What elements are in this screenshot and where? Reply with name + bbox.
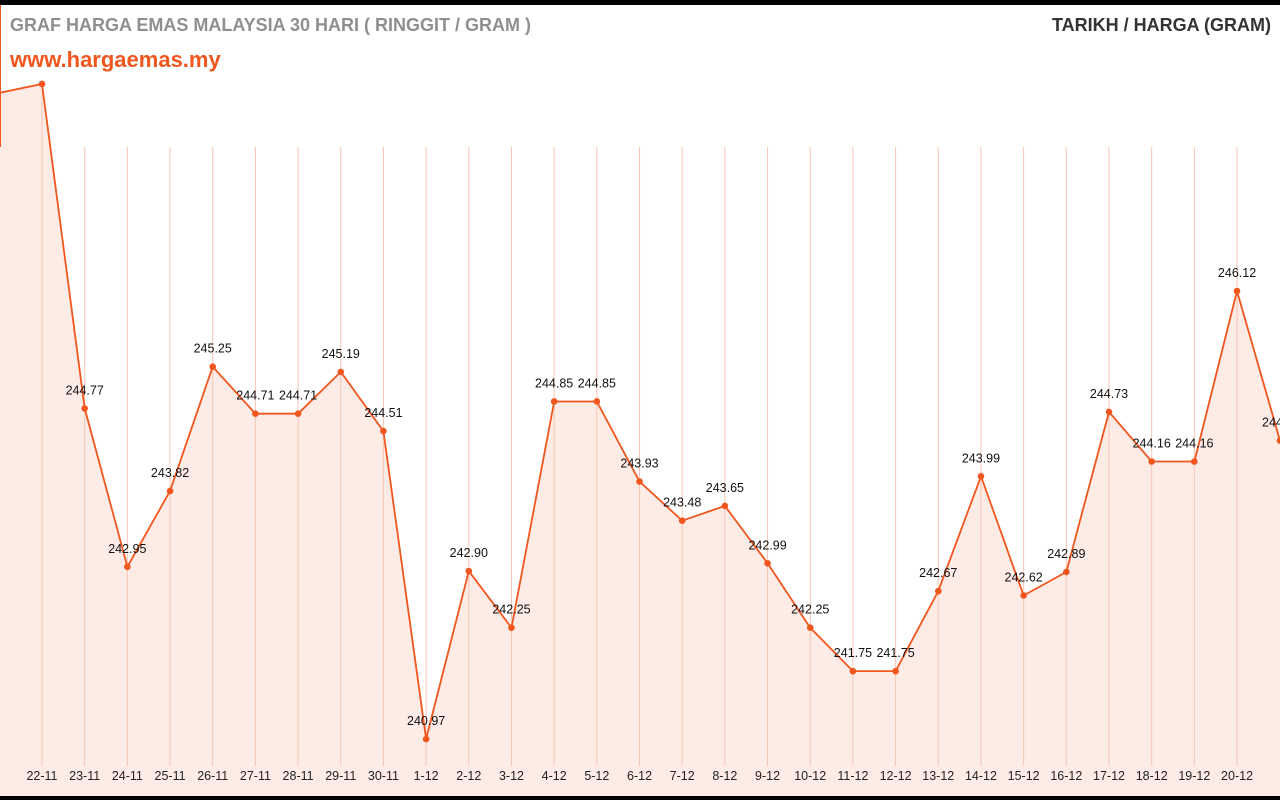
data-label: 244.71 xyxy=(236,389,274,403)
x-tick-label: 10-12 xyxy=(794,769,826,783)
data-label: 242.99 xyxy=(748,538,786,552)
data-label: 242.95 xyxy=(108,542,146,556)
data-point xyxy=(166,487,174,495)
data-point xyxy=(1191,458,1198,465)
data-point xyxy=(508,624,515,631)
website-link[interactable]: www.hargaemas.my xyxy=(10,47,221,72)
x-tick-label: 19-12 xyxy=(1178,769,1210,783)
data-label: 243.82 xyxy=(151,466,189,480)
x-tick-label: 28-11 xyxy=(283,769,314,783)
x-tick-label: 27-11 xyxy=(240,769,271,783)
data-point xyxy=(849,667,857,675)
data-label: 243.99 xyxy=(962,451,1000,465)
x-tick-label: 3-12 xyxy=(499,769,524,783)
data-point xyxy=(124,563,131,571)
chart-title: GRAF HARGA EMAS MALAYSIA 30 HARI ( RINGG… xyxy=(10,15,532,35)
data-label: 244.73 xyxy=(1090,387,1128,401)
price-chart: 244.77 242.95 243.82 245.25 244.71 244.71 245.… xyxy=(0,5,1280,796)
data-label: 244.77 xyxy=(66,383,104,397)
x-tick-label: 23-11 xyxy=(69,769,100,783)
data-label: 244.71 xyxy=(279,389,317,403)
data-point xyxy=(38,80,46,88)
data-point xyxy=(81,405,88,412)
x-tick-label: 29-11 xyxy=(325,769,356,783)
data-point xyxy=(1148,458,1155,465)
data-point xyxy=(1020,592,1027,599)
x-tick-label: 1-12 xyxy=(414,769,439,783)
x-tick-label: 13-12 xyxy=(922,769,954,783)
data-point xyxy=(593,398,601,405)
data-label: 242.89 xyxy=(1047,547,1085,561)
data-label: 243.48 xyxy=(663,496,701,510)
x-tick-label: 30-11 xyxy=(368,769,399,783)
area-fill xyxy=(0,84,1280,796)
x-tick-label: 4-12 xyxy=(542,769,567,783)
x-tick-label: 11-12 xyxy=(837,769,868,783)
x-tick-label: 6-12 xyxy=(627,769,652,783)
data-point xyxy=(764,559,771,567)
x-tick-label: 24-11 xyxy=(112,769,143,783)
data-point xyxy=(678,517,686,524)
data-label: 242.25 xyxy=(492,603,530,617)
x-tick-label: 5-12 xyxy=(584,769,609,783)
data-label: 243.93 xyxy=(620,457,658,471)
data-point xyxy=(934,587,942,595)
data-point xyxy=(380,427,387,435)
data-point xyxy=(1276,437,1280,444)
x-tick-label: 7-12 xyxy=(670,769,695,783)
x-tick-label: 8-12 xyxy=(712,769,737,783)
data-label: 244.85 xyxy=(535,376,573,390)
data-point xyxy=(892,667,899,675)
data-label: 244.16 xyxy=(1133,437,1171,451)
data-label: 242.90 xyxy=(450,546,488,560)
data-point xyxy=(422,735,430,743)
data-point xyxy=(977,472,985,480)
data-label: 244.85 xyxy=(578,376,616,390)
x-tick-label: 9-12 xyxy=(755,769,780,783)
x-tick-label: 18-12 xyxy=(1136,769,1168,783)
data-point xyxy=(636,478,643,485)
data-label: 244 xyxy=(1262,416,1280,430)
data-point xyxy=(806,624,814,631)
data-point xyxy=(209,363,217,370)
x-tick-label: 16-12 xyxy=(1050,769,1082,783)
data-label: 240.97 xyxy=(407,714,445,728)
x-tick-label: 25-11 xyxy=(155,769,186,783)
data-label: 243.65 xyxy=(706,481,744,495)
x-tick-label: 20-12 xyxy=(1221,769,1253,783)
data-point xyxy=(721,502,729,510)
chart-frame: GRAF HARGA EMAS MALAYSIA 30 HARI ( RINGG… xyxy=(0,5,1280,796)
data-point xyxy=(1105,408,1113,416)
data-point xyxy=(1063,568,1070,576)
x-tick-label: 12-12 xyxy=(880,769,912,783)
data-label: 242.25 xyxy=(791,603,829,617)
data-point xyxy=(1233,287,1241,295)
x-tick-label: 15-12 xyxy=(1008,769,1040,783)
data-label: 246.12 xyxy=(1218,266,1256,280)
data-point xyxy=(465,567,473,575)
data-label: 244.16 xyxy=(1175,437,1213,451)
x-tick-label: 2-12 xyxy=(456,769,481,783)
data-label: 242.62 xyxy=(1005,570,1043,584)
x-tick-label: 26-11 xyxy=(197,769,228,783)
data-label: 242.67 xyxy=(919,566,957,580)
chart-legend: TARIKH / HARGA (GRAM) xyxy=(1052,15,1271,35)
data-label: 245.25 xyxy=(194,342,232,356)
data-point xyxy=(337,368,345,376)
data-point xyxy=(294,410,302,417)
x-tick-label: 17-12 xyxy=(1093,769,1125,783)
data-point xyxy=(252,410,259,417)
x-tick-label: 14-12 xyxy=(965,769,997,783)
data-point xyxy=(550,398,558,405)
data-label: 241.75 xyxy=(834,646,872,660)
data-label: 244.51 xyxy=(364,406,402,420)
data-label: 245.19 xyxy=(322,347,360,361)
data-label: 241.75 xyxy=(876,646,914,660)
x-tick-label: 22-11 xyxy=(26,769,57,783)
